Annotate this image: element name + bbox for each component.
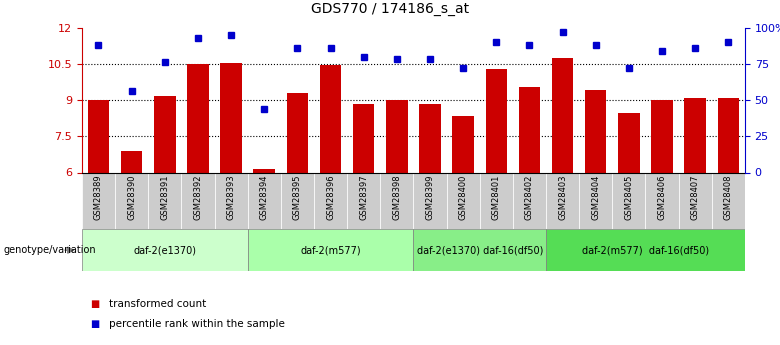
Text: ■: ■	[90, 319, 99, 329]
Bar	[519, 87, 541, 172]
Text: GSM28400: GSM28400	[459, 174, 468, 219]
Bar	[82, 172, 115, 229]
Bar	[154, 96, 176, 172]
Bar	[181, 172, 214, 229]
Bar	[121, 151, 143, 172]
Bar	[353, 104, 374, 172]
Text: GSM28398: GSM28398	[392, 174, 402, 220]
Bar	[215, 172, 248, 229]
Bar	[247, 229, 413, 271]
Bar	[651, 100, 673, 172]
Bar	[82, 229, 247, 271]
Text: GSM28401: GSM28401	[491, 174, 501, 219]
Bar	[413, 229, 546, 271]
Bar	[646, 172, 679, 229]
Bar	[247, 172, 281, 229]
Text: GSM28403: GSM28403	[558, 174, 567, 220]
Text: genotype/variation: genotype/variation	[4, 245, 97, 255]
Bar	[254, 169, 275, 172]
Text: daf-2(m577)  daf-16(df50): daf-2(m577) daf-16(df50)	[582, 245, 709, 255]
Bar	[314, 172, 347, 229]
Text: GSM28392: GSM28392	[193, 174, 203, 220]
Text: GSM28391: GSM28391	[160, 174, 169, 220]
Bar	[347, 172, 381, 229]
Bar	[546, 229, 745, 271]
Bar	[612, 172, 645, 229]
Bar	[446, 172, 480, 229]
Text: daf-2(e1370): daf-2(e1370)	[133, 245, 197, 255]
Text: GSM28396: GSM28396	[326, 174, 335, 220]
Text: GSM28399: GSM28399	[425, 174, 434, 220]
Text: GSM28406: GSM28406	[658, 174, 667, 220]
Bar	[87, 100, 109, 172]
Text: GSM28402: GSM28402	[525, 174, 534, 219]
Bar	[485, 69, 507, 172]
Text: transformed count: transformed count	[109, 299, 207, 308]
Text: GSM28408: GSM28408	[724, 174, 733, 220]
Bar	[187, 64, 209, 172]
Bar	[413, 172, 446, 229]
Bar	[711, 172, 745, 229]
Text: daf-2(e1370) daf-16(df50): daf-2(e1370) daf-16(df50)	[417, 245, 543, 255]
Bar	[618, 114, 640, 172]
Bar	[386, 100, 408, 172]
Bar	[551, 58, 573, 172]
Bar	[452, 116, 474, 172]
Bar	[679, 172, 711, 229]
Text: GSM28397: GSM28397	[359, 174, 368, 220]
Bar	[546, 172, 579, 229]
Text: GSM28407: GSM28407	[690, 174, 700, 220]
Bar	[480, 172, 512, 229]
Bar	[684, 98, 706, 172]
Text: GSM28393: GSM28393	[226, 174, 236, 220]
Bar	[419, 104, 441, 172]
Text: GSM28405: GSM28405	[624, 174, 633, 219]
Text: percentile rank within the sample: percentile rank within the sample	[109, 319, 285, 329]
Bar	[513, 172, 546, 229]
Text: ■: ■	[90, 299, 99, 308]
Text: GDS770 / 174186_s_at: GDS770 / 174186_s_at	[311, 2, 469, 16]
Text: GSM28390: GSM28390	[127, 174, 136, 220]
Text: GSM28395: GSM28395	[292, 174, 302, 220]
Bar	[148, 172, 181, 229]
Bar	[281, 172, 314, 229]
Text: GSM28394: GSM28394	[260, 174, 269, 220]
Bar	[220, 63, 242, 172]
Bar	[286, 93, 308, 172]
Bar	[579, 172, 612, 229]
Bar	[381, 172, 413, 229]
Text: daf-2(m577): daf-2(m577)	[300, 245, 361, 255]
Bar	[718, 98, 739, 172]
Bar	[115, 172, 148, 229]
Text: GSM28389: GSM28389	[94, 174, 103, 220]
Bar	[320, 65, 342, 172]
Bar	[585, 90, 607, 172]
Text: GSM28404: GSM28404	[591, 174, 601, 219]
